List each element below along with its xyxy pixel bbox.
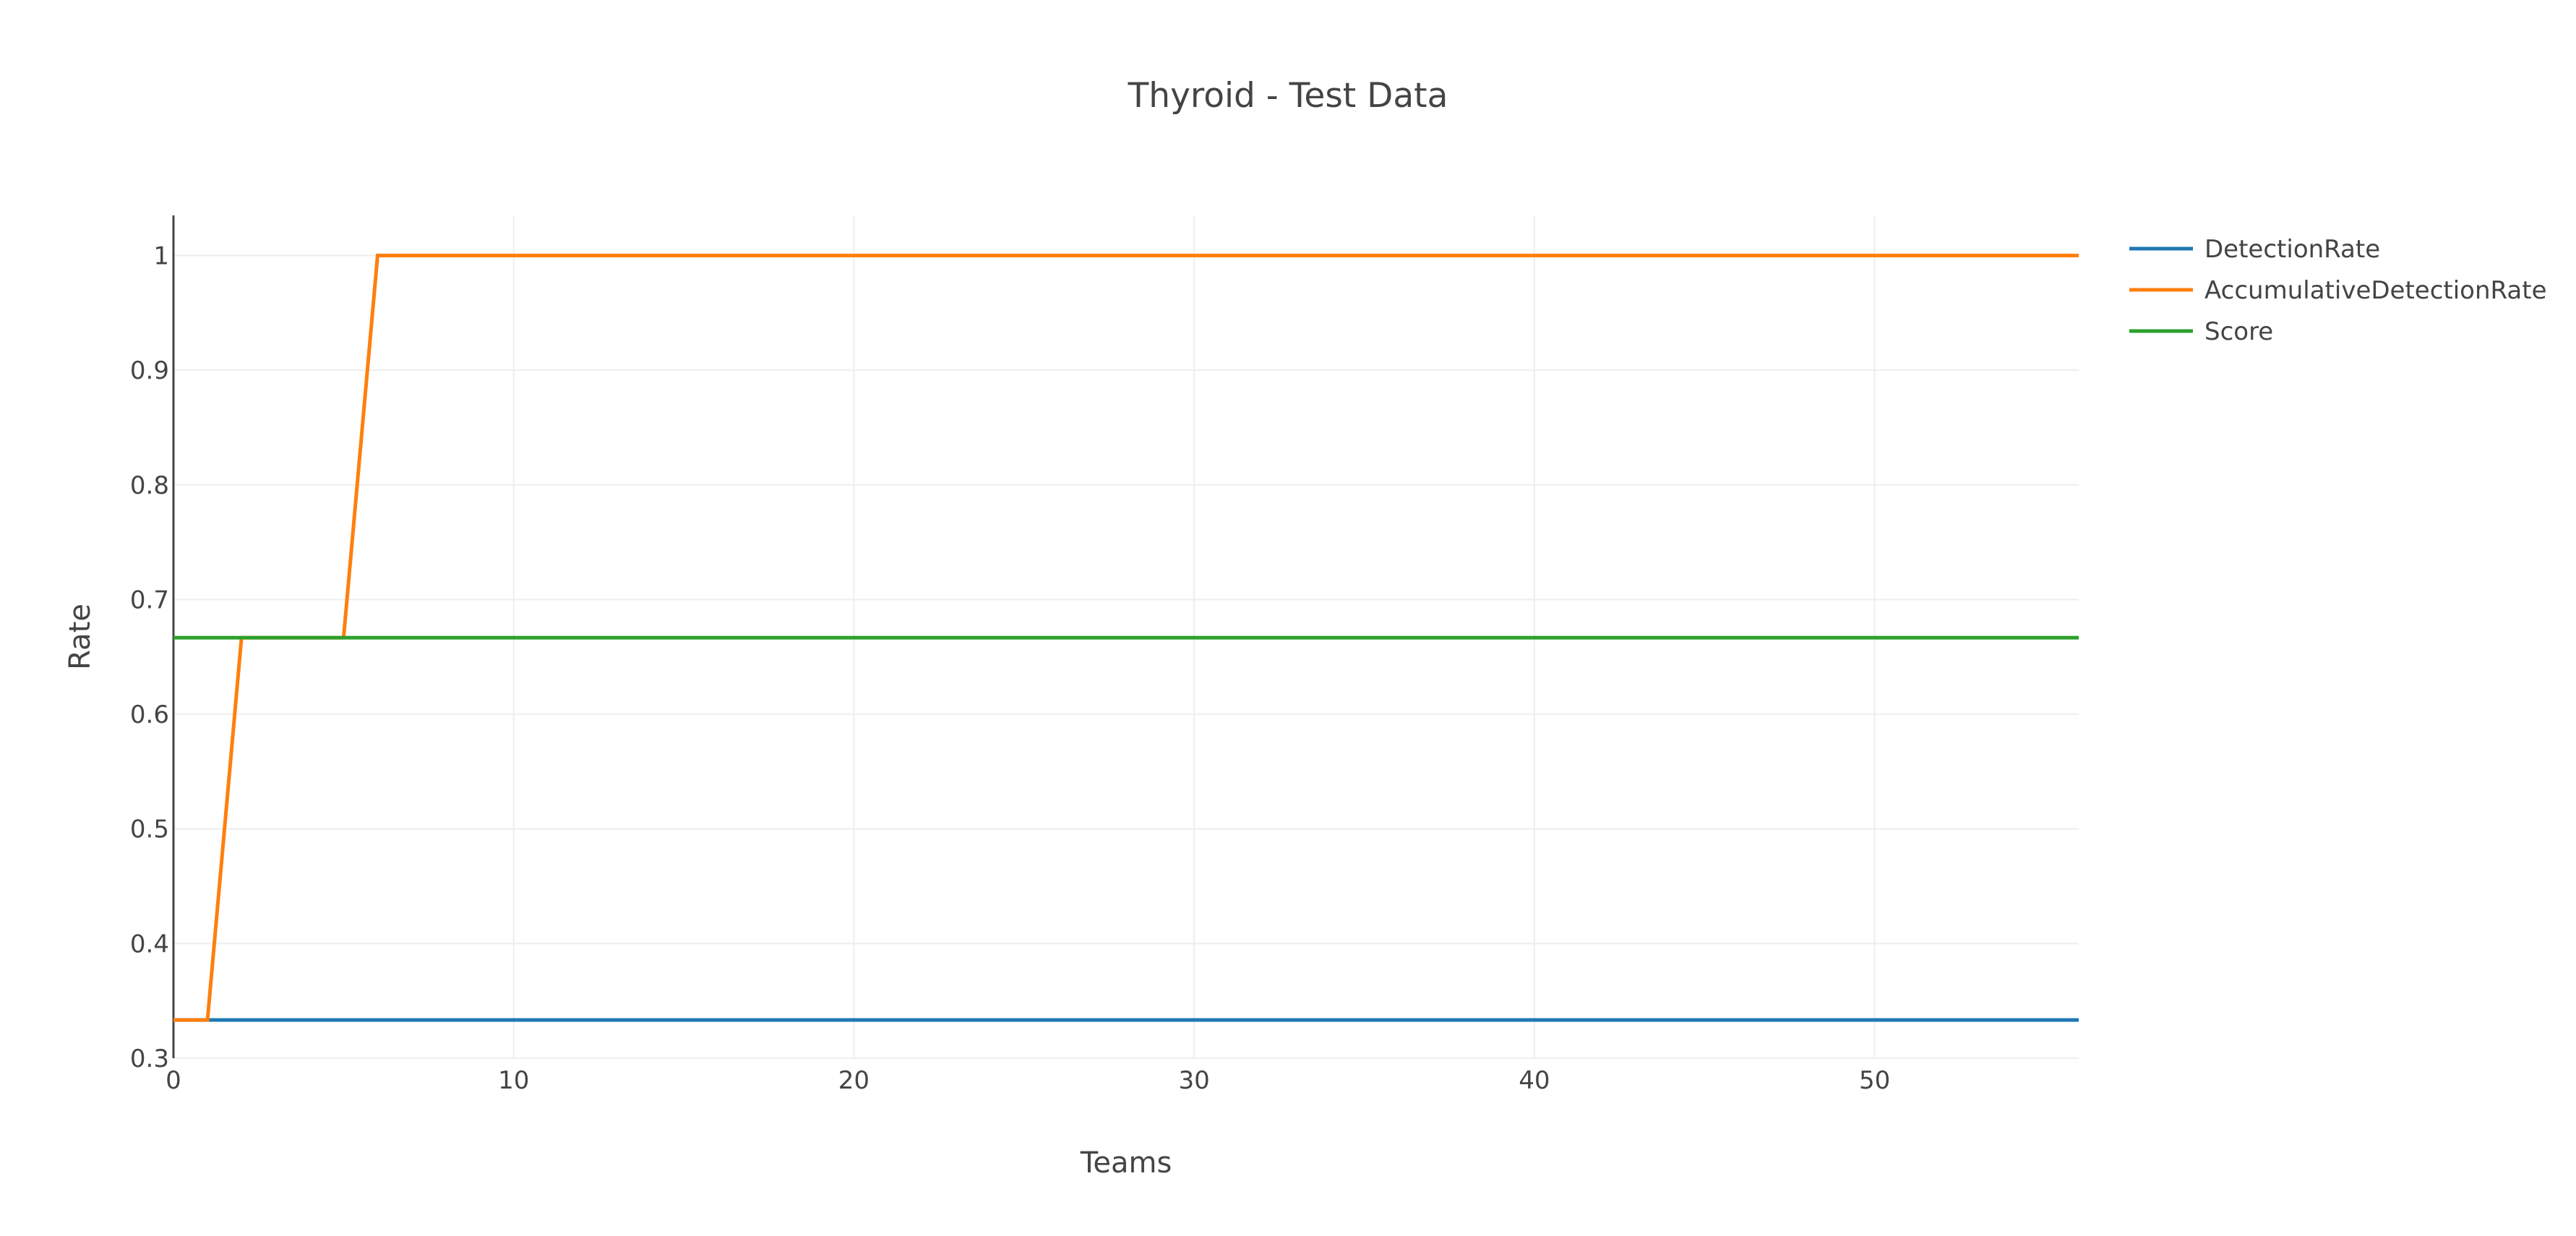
x-tick-label: 0: [166, 1066, 181, 1095]
chart-title: Thyroid - Test Data: [1128, 76, 1448, 116]
y-tick-label: 1: [153, 242, 169, 271]
legend: DetectionRate AccumulativeDetectionRate Sc…: [2129, 235, 2547, 346]
x-tick-label: 10: [498, 1066, 529, 1095]
legend-item[interactable]: Score: [2129, 317, 2273, 346]
legend-item[interactable]: DetectionRate: [2129, 235, 2380, 264]
tick-labels: 0 10 20 30 40 50 0.3 0.4 0.5 0.6 0.7 0.8 0.9 1: [130, 242, 1890, 1095]
legend-label: AccumulativeDetectionRate: [2204, 276, 2547, 305]
y-tick-label: 0.4: [130, 930, 169, 958]
legend-item[interactable]: AccumulativeDetectionRate: [2129, 276, 2547, 305]
series-lines: [173, 254, 2079, 1022]
y-tick-label: 0.9: [130, 356, 169, 385]
legend-label: DetectionRate: [2204, 235, 2380, 264]
x-tick-label: 40: [1519, 1066, 1550, 1095]
y-tick-label: 0.7: [130, 585, 169, 614]
x-tick-label: 20: [838, 1066, 870, 1095]
x-tick-label: 30: [1179, 1066, 1210, 1095]
y-axis-title: Rate: [64, 604, 97, 670]
y-tick-label: 0.3: [130, 1044, 169, 1073]
y-tick-label: 0.5: [130, 815, 169, 844]
y-tick-label: 0.6: [130, 700, 169, 729]
x-tick-label: 50: [1859, 1066, 1890, 1095]
legend-label: Score: [2204, 317, 2273, 346]
x-axis-title: Teams: [1080, 1146, 1172, 1180]
y-tick-label: 0.8: [130, 471, 169, 500]
